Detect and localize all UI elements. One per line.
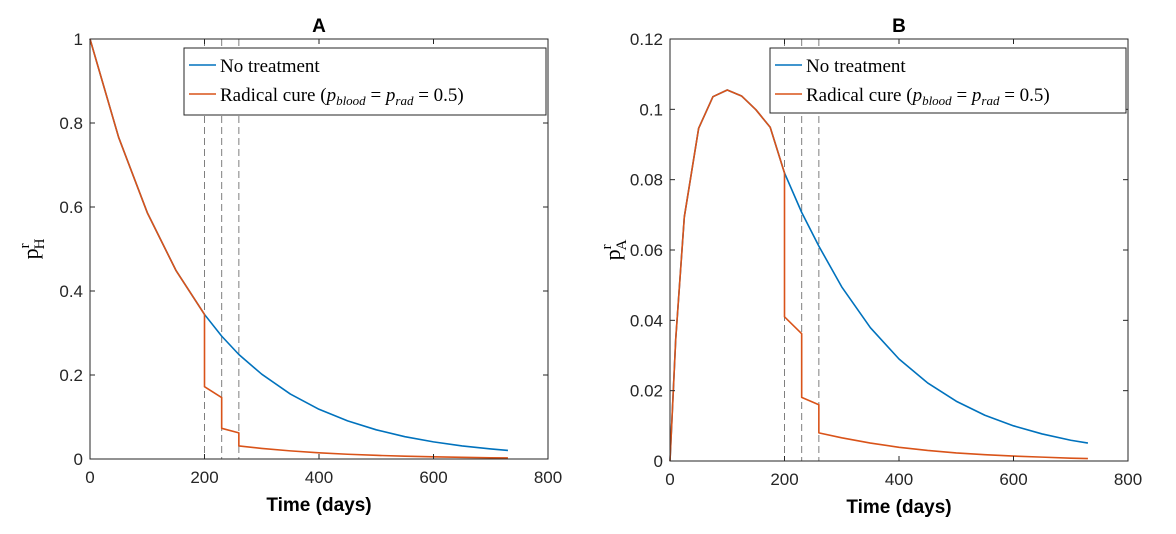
series-line-radical-cure bbox=[669, 89, 1088, 462]
y-tick-label: 0 bbox=[654, 452, 663, 471]
series-line-radical-cure bbox=[89, 38, 508, 459]
y-axis-label-sup: r bbox=[599, 244, 615, 249]
x-axis-label: Time (days) bbox=[266, 495, 371, 516]
legend-math-p: p bbox=[970, 85, 982, 106]
legend-math-sub: blood bbox=[336, 93, 366, 108]
y-tick-label: 0.4 bbox=[59, 282, 83, 301]
y-axis-label-base: p bbox=[600, 249, 625, 260]
panel-title: A bbox=[312, 16, 326, 37]
legend-entry-label: Radical cure (pblood = prad = 0.5) bbox=[220, 85, 464, 108]
legend-text-lead: Radical cure ( bbox=[806, 85, 913, 106]
y-tick-label: 1 bbox=[74, 30, 83, 49]
legend-entry-label: No treatment bbox=[220, 56, 320, 77]
x-tick-label: 600 bbox=[419, 468, 447, 487]
legend-math-eq: = bbox=[952, 85, 972, 106]
y-axis-label-sup: r bbox=[17, 243, 33, 248]
x-tick-label: 200 bbox=[190, 468, 218, 487]
y-tick-label: 0.02 bbox=[630, 382, 663, 401]
x-tick-label: 800 bbox=[534, 468, 562, 487]
x-tick-label: 0 bbox=[85, 468, 94, 487]
y-tick-label: 0.2 bbox=[59, 366, 83, 385]
legend: No treatment Radical cure (pblood = prad … bbox=[183, 47, 547, 116]
y-axis-label: prH bbox=[17, 238, 48, 259]
y-tick-label: 0.04 bbox=[630, 311, 663, 330]
legend-text-lead: Radical cure ( bbox=[220, 85, 327, 106]
legend-math-sub: rad bbox=[981, 93, 1000, 108]
y-axis-label: prA bbox=[599, 239, 630, 260]
panel-b: 0 200 400 600 800 0 0.02 0.04 0.06 0.08 0.1 0.12 B Ti… bbox=[599, 16, 1142, 518]
y-axis-label-base: p bbox=[18, 248, 43, 259]
x-tick-label: 200 bbox=[770, 470, 798, 489]
panel-a: 0 200 400 600 800 0 0.2 0.4 0.6 0.8 1 A Time (days) p… bbox=[17, 16, 562, 516]
x-axis-label: Time (days) bbox=[846, 497, 951, 518]
x-tick-label: 0 bbox=[665, 470, 674, 489]
legend-math-sub: blood bbox=[922, 93, 952, 108]
y-axis-label-sub: H bbox=[32, 238, 48, 249]
legend-math-eq: = bbox=[366, 85, 386, 106]
legend-box bbox=[769, 47, 1127, 114]
y-tick-label: 0.06 bbox=[630, 241, 663, 260]
legend: No treatment Radical cure (pblood = prad … bbox=[769, 47, 1127, 114]
y-tick-label: 0.12 bbox=[630, 30, 663, 49]
legend-math-sub: rad bbox=[395, 93, 414, 108]
legend-math-p: p bbox=[325, 85, 337, 106]
x-tick-label: 400 bbox=[305, 468, 333, 487]
y-tick-label: 0.8 bbox=[59, 114, 83, 133]
panel-title: B bbox=[892, 16, 906, 37]
y-tick-label: 0.1 bbox=[639, 100, 663, 119]
legend-entry-label: No treatment bbox=[806, 56, 906, 77]
x-tick-label: 600 bbox=[999, 470, 1027, 489]
y-tick-label: 0 bbox=[74, 450, 83, 469]
legend-math-tail: = 0.5) bbox=[413, 85, 463, 106]
x-tick-label: 800 bbox=[1114, 470, 1142, 489]
y-tick-label: 0.08 bbox=[630, 171, 663, 190]
legend-math-p: p bbox=[384, 85, 396, 106]
legend-entry-label: Radical cure (pblood = prad = 0.5) bbox=[806, 85, 1050, 108]
y-tick-label: 0.6 bbox=[59, 198, 83, 217]
x-tick-label: 400 bbox=[885, 470, 913, 489]
y-axis-label-sub: A bbox=[614, 239, 630, 250]
legend-math-tail: = 0.5) bbox=[999, 85, 1049, 106]
legend-box bbox=[183, 47, 547, 116]
legend-math-p: p bbox=[911, 85, 923, 106]
